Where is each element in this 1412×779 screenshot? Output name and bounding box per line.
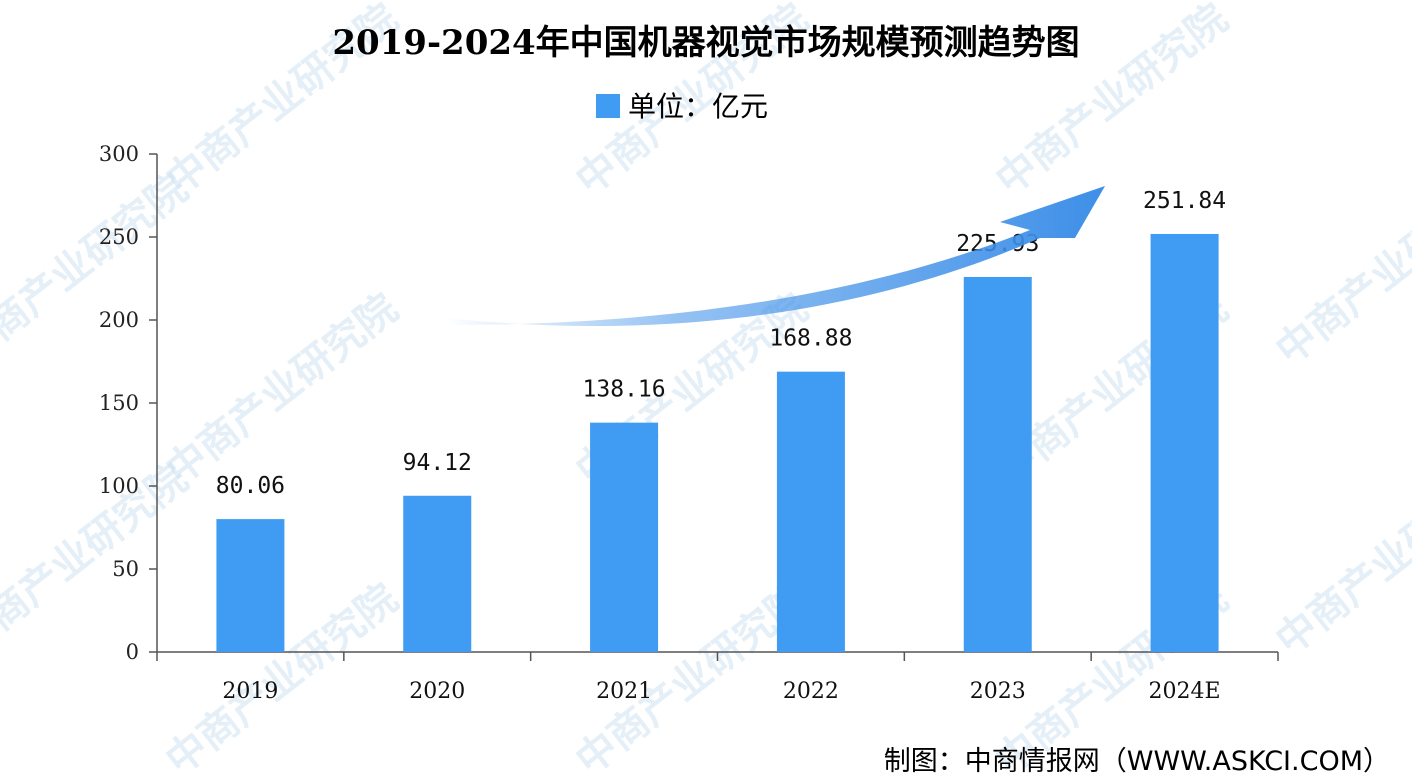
x-tick-label: 2021 — [596, 679, 652, 704]
y-tick-label: 100 — [99, 474, 139, 498]
bar-2021 — [590, 422, 659, 652]
chart-title: 2019-2024年中国机器视觉市场规模预测趋势图 — [332, 23, 1079, 63]
y-tick-label: 300 — [99, 142, 139, 166]
watermark-text: 中商产业研究院 — [1268, 455, 1412, 664]
bar-series — [216, 233, 1219, 652]
legend-label: 单位：亿元 — [628, 90, 768, 123]
y-tick-label: 200 — [99, 308, 139, 332]
source-note: 制图：中商情报网（WWW.ASKCI.COM） — [884, 746, 1390, 777]
x-tick-label: 2020 — [409, 679, 465, 704]
legend: 单位：亿元 — [596, 90, 768, 123]
watermark-text: 中商产业研究院 — [1268, 165, 1412, 374]
bar-2020 — [403, 495, 472, 652]
y-tick-label: 50 — [112, 557, 139, 581]
data-label-2020: 94.12 — [403, 450, 472, 476]
bar-2024E — [1150, 233, 1219, 652]
x-tick-label: 2022 — [783, 679, 839, 704]
watermark-text: 中商产业研究院 — [0, 165, 196, 374]
bar-2022 — [776, 371, 845, 652]
data-label-2021: 138.16 — [583, 377, 666, 403]
data-label-2024E: 251.84 — [1143, 188, 1226, 214]
x-tick-label: 2023 — [970, 679, 1026, 704]
x-tick-label: 2024E — [1149, 679, 1221, 704]
legend-swatch — [596, 94, 620, 118]
trend-arrow — [446, 186, 1105, 327]
bar-2023 — [963, 276, 1032, 652]
watermark-text: 中商产业研究院 — [158, 285, 407, 494]
x-tick-label: 2019 — [222, 679, 278, 704]
data-label-2019: 80.06 — [216, 473, 285, 499]
axes: 0 50 100 150 200 250 300 2019 2020 2021 2022 2023 20… — [99, 142, 1279, 704]
bar-2019 — [216, 519, 285, 652]
data-label-2022: 168.88 — [769, 326, 852, 352]
y-tick-label: 250 — [99, 225, 139, 249]
y-tick-label: 150 — [99, 391, 139, 415]
y-tick-label: 0 — [126, 640, 139, 664]
